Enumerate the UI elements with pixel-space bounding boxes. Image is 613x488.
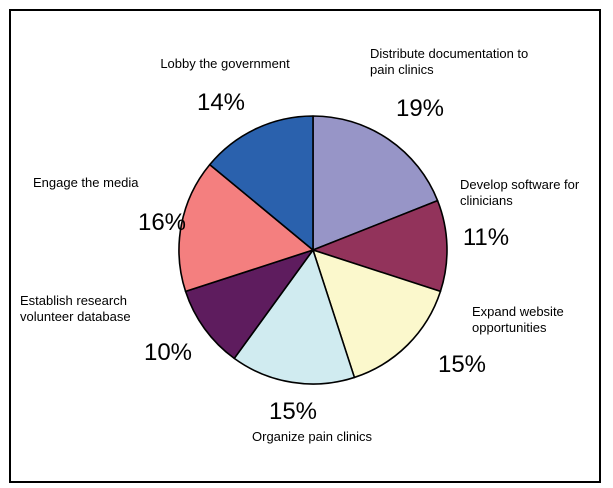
slice-label-expand-website-opportunities: Expand website opportunities: [472, 304, 564, 335]
slice-value-lobby-the-government: 14%: [197, 89, 245, 116]
slice-value-distribute-documentation-to-pain-clinics: 19%: [396, 95, 444, 122]
pie-slice-develop-software-for-clinicians: [312, 199, 448, 293]
slice-label-distribute-documentation-to-pain-clinics: Distribute documentation to pain clinics: [370, 46, 528, 77]
pie-slice-distribute-documentation-to-pain-clinics: [312, 115, 439, 251]
slice-value-engage-the-media: 16%: [138, 209, 186, 236]
slice-value-develop-software-for-clinicians: 11%: [463, 224, 509, 251]
pie-slice-organize-pain-clinics: [233, 249, 356, 385]
pie-slice-establish-research-volunteer-database: [184, 249, 314, 360]
slice-label-establish-research-volunteer-database: Establish research volunteer database: [20, 293, 131, 324]
slice-label-engage-the-media: Engage the media: [33, 175, 139, 190]
pie-slice-lobby-the-government: [208, 115, 314, 251]
slice-label-lobby-the-government: Lobby the government: [160, 56, 290, 71]
slice-value-establish-research-volunteer-database: 10%: [144, 339, 192, 366]
slice-label-develop-software-for-clinicians: Develop software for clinicians: [460, 177, 580, 208]
slice-value-expand-website-opportunities: 15%: [438, 351, 486, 378]
pie-slice-engage-the-media: [178, 163, 314, 293]
slice-value-organize-pain-clinics: 15%: [269, 398, 317, 425]
slice-label-organize-pain-clinics: Organize pain clinics: [252, 429, 372, 444]
